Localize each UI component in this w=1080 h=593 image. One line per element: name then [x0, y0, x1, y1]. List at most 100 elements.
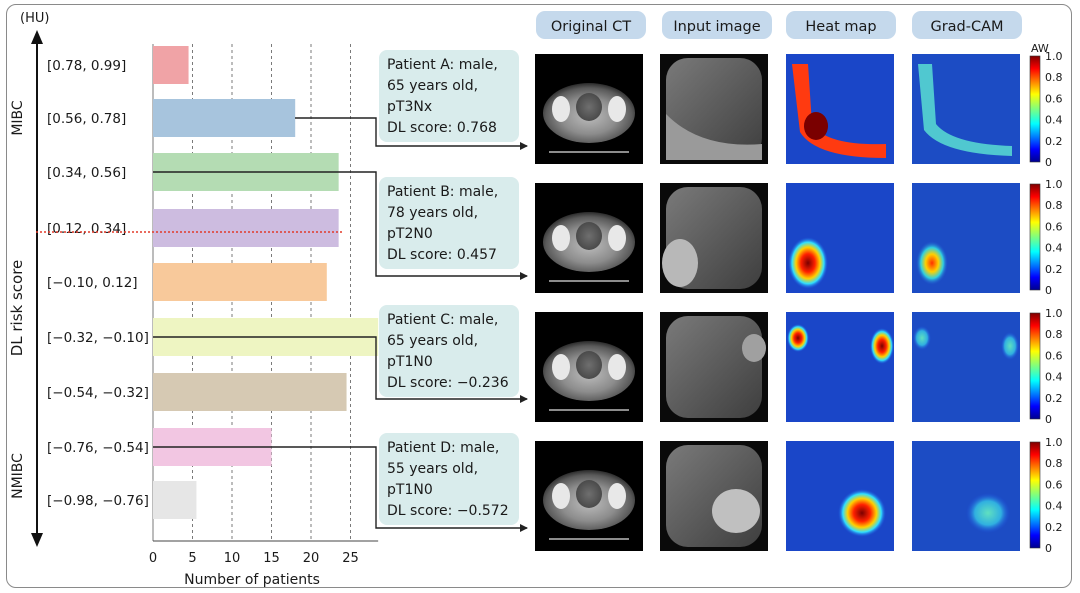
- patient-info-line: pT1N0: [387, 354, 433, 370]
- figure-frame: [6, 4, 1072, 588]
- category-label: [−0.32, −0.10]: [47, 330, 149, 346]
- ct-bladder: [576, 351, 602, 379]
- column-pill: [662, 11, 772, 39]
- heatmap-hotspot: [838, 489, 886, 537]
- colorbar: [1029, 183, 1041, 291]
- x-axis-title: Number of patients: [184, 572, 320, 588]
- patient-connector: [153, 171, 528, 280]
- x-tick-label: 20: [303, 551, 320, 566]
- patient-connector: [153, 446, 528, 532]
- column-title: Heat map: [805, 19, 876, 35]
- ct-bladder: [576, 222, 602, 250]
- column-pill: [786, 11, 896, 39]
- colorbar-tick-label: 0.6: [1045, 92, 1063, 105]
- heatmap-hotspot: [788, 237, 828, 289]
- category-label: [−0.98, −0.76]: [47, 493, 149, 509]
- column-title: Original CT: [551, 19, 631, 35]
- gradcam-hotspot: [913, 326, 931, 350]
- colorbar-tick-label: 0.4: [1045, 371, 1063, 384]
- input-lesion: [742, 334, 766, 362]
- patient-info-line: pT1N0: [387, 482, 433, 498]
- patient-info-line: Patient D: male,: [387, 440, 499, 456]
- colorbar-tick-label: 0.4: [1045, 242, 1063, 255]
- colorbars: AW1.00.80.60.40.201.00.80.60.40.201.00.8…: [1029, 42, 1063, 555]
- bar: [153, 481, 197, 519]
- colorbar-tick-label: 0.4: [1045, 500, 1063, 513]
- patient-info-line: DL score: −0.572: [387, 503, 509, 519]
- x-tick-label: 5: [188, 551, 196, 566]
- category-label: [0.56, 0.78]: [47, 111, 126, 127]
- colorbar-tick-label: 0.6: [1045, 349, 1063, 362]
- ct-hip-right: [608, 483, 626, 509]
- gradcam-hotspot: [966, 493, 1010, 533]
- patient-connector: [153, 336, 528, 403]
- colorbar-tick-label: 1.0: [1045, 178, 1063, 191]
- ct-bladder: [576, 93, 602, 121]
- gradcam-hotspot: [1001, 332, 1019, 360]
- patient-info-line: 65 years old,: [387, 333, 478, 349]
- y-axis-arrow-bottom: [31, 533, 43, 547]
- bar: [153, 209, 339, 247]
- patient-info-line: pT3Nx: [387, 99, 432, 115]
- bar: [153, 46, 189, 84]
- ct-hip-right: [608, 225, 626, 251]
- patient-info-line: Patient A: male,: [387, 57, 498, 73]
- patient-info-line: Patient C: male,: [387, 312, 498, 328]
- category-label: [0.12, 0.34]: [47, 221, 126, 237]
- patient-connector: [295, 117, 528, 150]
- x-tick-label: 15: [263, 551, 280, 566]
- colorbar-tick-label: 0.8: [1045, 328, 1063, 341]
- column-pill: [536, 11, 646, 39]
- input-lesion: [712, 489, 760, 533]
- ct-hip-right: [608, 96, 626, 122]
- gradcam-image: [912, 441, 1020, 551]
- colorbar-tick-label: 0.4: [1045, 114, 1063, 127]
- column-headers: Original CT Input image Heat map Grad-CAM: [536, 11, 1022, 39]
- column-title: Grad-CAM: [930, 19, 1003, 35]
- bar: [153, 263, 327, 301]
- ct-hip-left: [552, 354, 570, 380]
- patient-info-line: DL score: 0.768: [387, 120, 497, 136]
- patient-info-line: pT2N0: [387, 226, 433, 242]
- colorbar-tick-label: 0.2: [1045, 135, 1063, 148]
- x-tick-label: 25: [342, 551, 359, 566]
- heatmap-hotspot: [870, 328, 894, 364]
- bar-chart: (HU) MIBC DL risk score NMIBC 0 5 10 15 20 25 Numb…: [8, 11, 379, 588]
- y-axis-unit: (HU): [20, 11, 49, 26]
- gradcam-hotspot: [918, 64, 1012, 156]
- bar: [153, 373, 347, 411]
- colorbar-tick-label: 0.2: [1045, 521, 1063, 534]
- patient-info-box: [379, 305, 519, 397]
- heatmap-hotspot: [787, 324, 809, 352]
- colorbar-tick-label: 0.8: [1045, 71, 1063, 84]
- colorbar-tick-label: 0.2: [1045, 263, 1063, 276]
- patient-info-box: [379, 50, 519, 142]
- gradcam-image: [912, 312, 1020, 422]
- patient-info: Patient A: male, 65 years old, pT3Nx DL sco…: [153, 50, 528, 532]
- colorbar-tick-label: 0: [1045, 284, 1052, 297]
- category-label: [0.34, 0.56]: [47, 165, 126, 181]
- colorbar: [1029, 441, 1041, 549]
- image-grid: [535, 54, 1020, 551]
- x-tick-label: 10: [224, 551, 241, 566]
- category-label: [−0.54, −0.32]: [47, 385, 149, 401]
- y-axis-title: DL risk score: [8, 260, 26, 357]
- ct-hip-left: [552, 96, 570, 122]
- category-label: [−0.76, −0.54]: [47, 440, 149, 456]
- heatmap-hotspot: [804, 112, 828, 140]
- patient-info-line: Patient B: male,: [387, 184, 498, 200]
- colorbar-tick-label: 0.6: [1045, 220, 1063, 233]
- patient-info-box: [379, 433, 519, 525]
- colorbar-tick-label: 0.8: [1045, 457, 1063, 470]
- colorbar-title: AW: [1031, 42, 1049, 55]
- ct-hip-right: [608, 354, 626, 380]
- colorbar-tick-label: 0: [1045, 542, 1052, 555]
- colorbar-tick-label: 1.0: [1045, 307, 1063, 320]
- x-tick-label: 0: [149, 551, 157, 566]
- gradcam-hotspot: [916, 241, 948, 285]
- input-lesion: [662, 239, 698, 287]
- colorbar-tick-label: 0: [1045, 413, 1052, 426]
- patient-info-line: 78 years old,: [387, 205, 478, 221]
- group-label-mibc: MIBC: [10, 100, 26, 136]
